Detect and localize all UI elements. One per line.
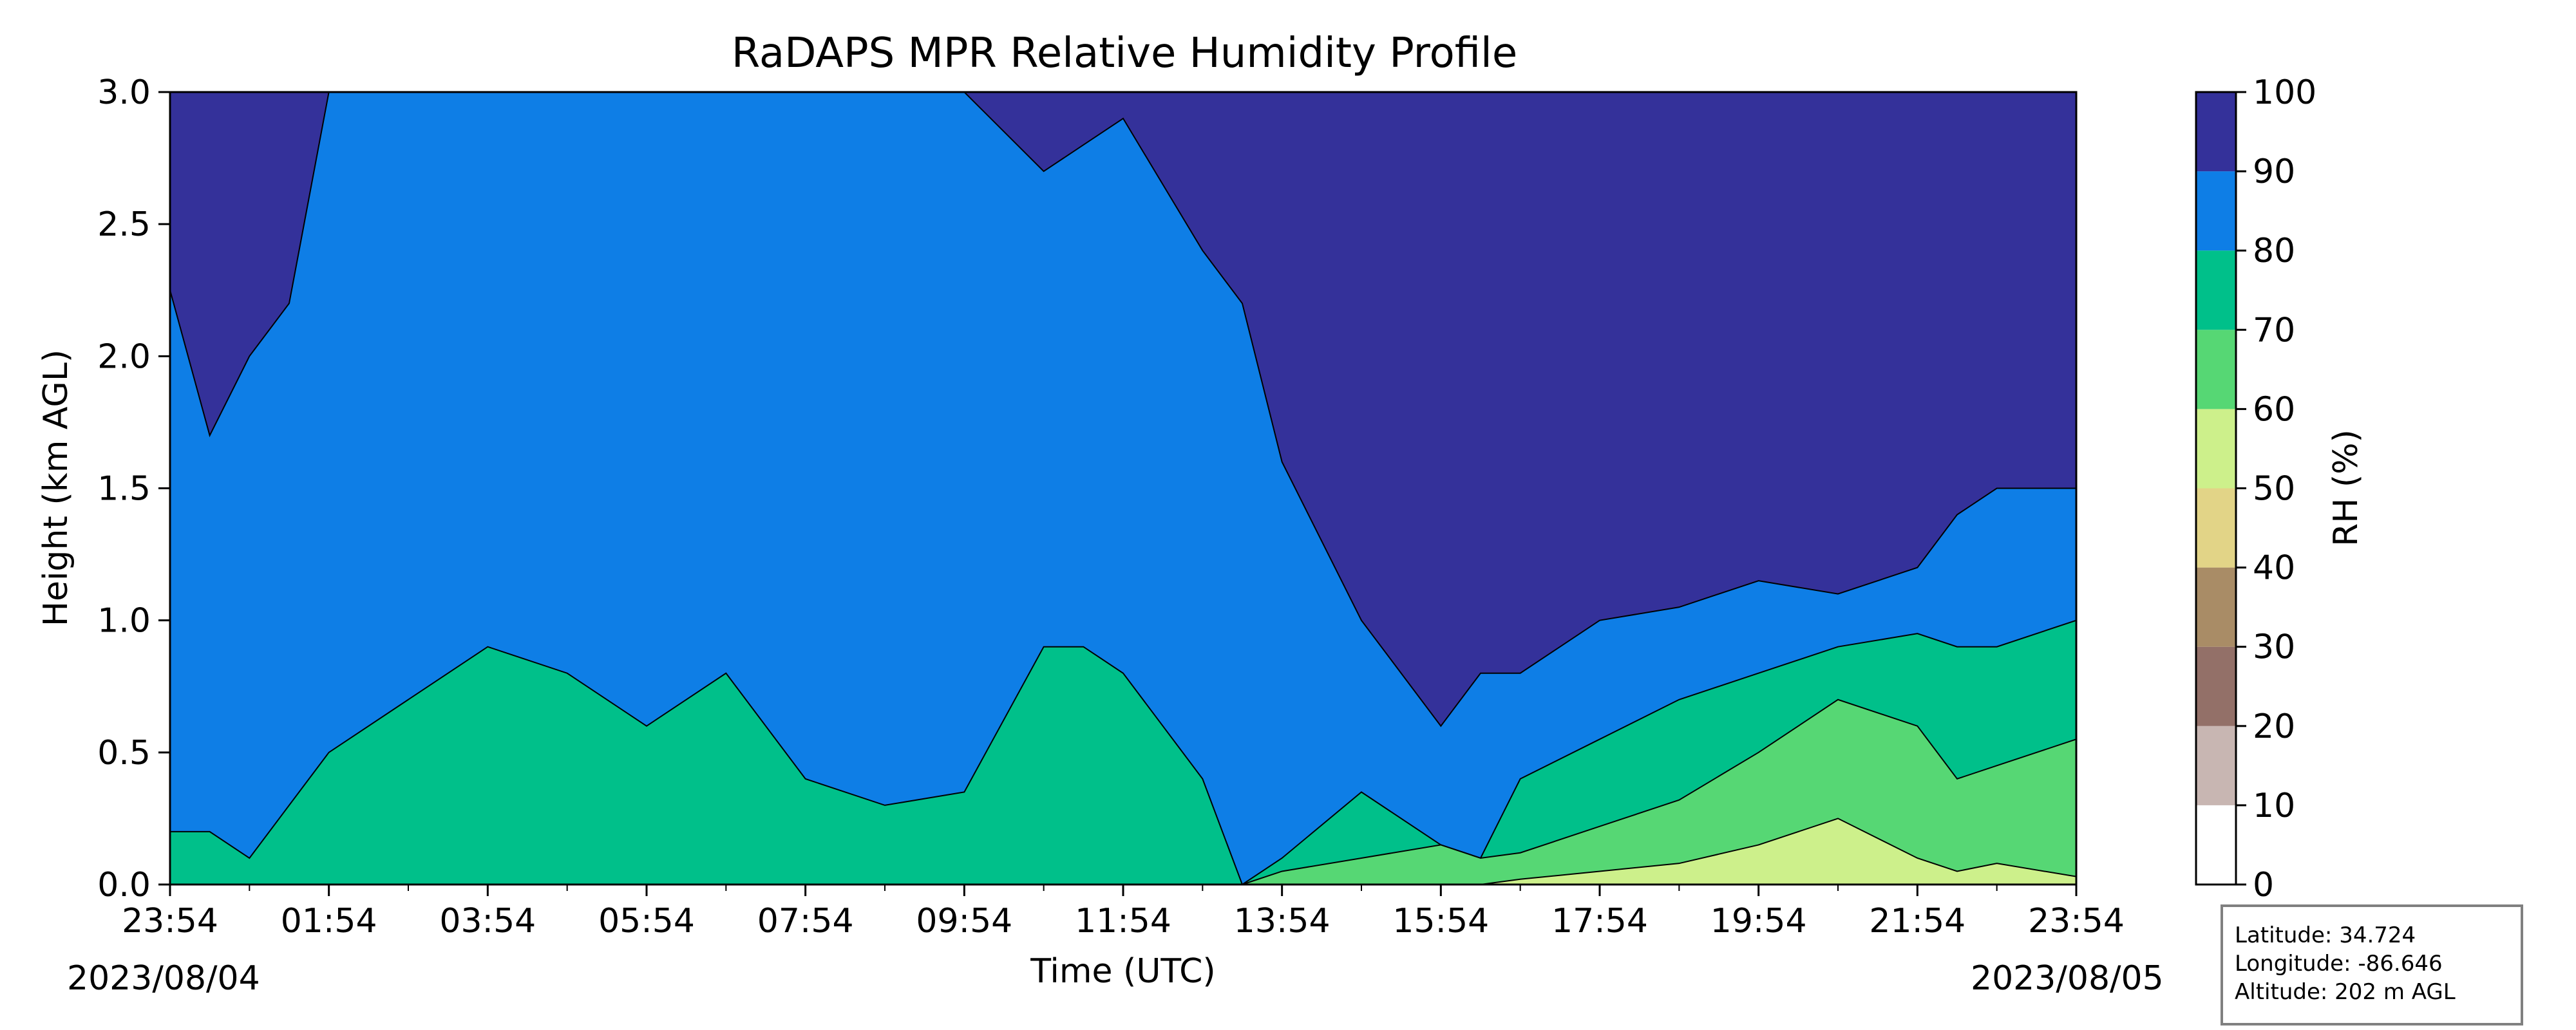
colorbar-label: RH (%) [2327,429,2365,547]
colorbar-segment [2196,646,2236,726]
colorbar: 0 10 20 30 40 50 60 70 80 90 100 [2195,73,2316,904]
colorbar-segment [2196,488,2236,568]
altitude-text: Altitude: 202 m AGL [2235,979,2456,1005]
colorbar-tick-label: 70 [2253,311,2295,350]
y-tick-label: 2.0 [97,337,151,376]
y-axis-label: Height (km AGL) [37,350,75,626]
rh-band-50-60 [170,818,2076,885]
colorbar-segment [2196,92,2236,172]
colorbar-segment [2196,171,2236,251]
colorbar-tick-label: 90 [2253,153,2295,191]
start-date: 2023/08/04 [67,959,260,998]
rh-band-90-100 [170,92,2076,727]
x-tick-label: 13:54 [1234,902,1331,941]
colorbar-segment [2196,330,2236,409]
x-tick-label: 01:54 [281,902,377,941]
y-tick-label: 0.5 [97,734,151,772]
colorbar-segment [2196,250,2236,330]
end-date: 2023/08/05 [1971,959,2164,998]
site-info-box: Latitude: 34.724 Longitude: -86.646 Alti… [2221,904,2523,1025]
colorbar-tick-label: 80 [2253,232,2295,270]
x-tick-label: 09:54 [916,902,1012,941]
colorbar-tick-label: 10 [2253,787,2295,825]
x-tick-label: 17:54 [1551,902,1648,941]
x-axis: 23:54 01:54 03:54 05:54 07:54 09:54 11:54 13:54… [122,885,2125,941]
x-tick-label: 21:54 [1869,902,1965,941]
y-tick-label: 2.5 [97,205,151,244]
colorbar-tick-label: 0 [2253,866,2274,904]
rh-band-60-70 [170,698,2076,885]
y-tick-label: 0.0 [97,866,151,904]
y-tick-label: 1.0 [97,602,151,641]
rh-band-70-80 [170,619,2076,885]
colorbar-tick-label: 20 [2253,707,2295,746]
x-tick-label: 11:54 [1075,902,1171,941]
colorbar-tick-label: 60 [2253,390,2295,429]
colorbar-segment [2196,409,2236,489]
y-axis: 0.0 0.5 1.0 1.5 2.0 2.5 3.0 [97,73,170,904]
y-tick-label: 1.5 [97,470,151,509]
longitude-text: Longitude: -86.646 [2235,951,2443,977]
colorbar-segment [2196,567,2236,647]
plot-area [170,92,2076,885]
colorbar-tick-label: 30 [2253,628,2295,667]
x-axis-label: Time (UTC) [1030,952,1215,991]
x-tick-label: 05:54 [598,902,695,941]
x-tick-label: 15:54 [1392,902,1489,941]
colorbar-tick-label: 100 [2253,73,2316,112]
chart-title: RaDAPS MPR Relative Humidity Profile [732,30,1517,77]
latitude-text: Latitude: 34.724 [2235,922,2416,948]
x-tick-label: 19:54 [1710,902,1807,941]
colorbar-tick-label: 40 [2253,549,2295,588]
x-tick-label: 07:54 [757,902,854,941]
y-tick-label: 3.0 [97,73,151,112]
colorbar-tick-label: 50 [2253,470,2295,509]
x-tick-label: 23:54 [2028,902,2125,941]
x-tick-label: 23:54 [122,902,218,941]
colorbar-segment [2196,805,2236,885]
x-tick-label: 03:54 [439,902,536,941]
colorbar-segment [2196,726,2236,805]
